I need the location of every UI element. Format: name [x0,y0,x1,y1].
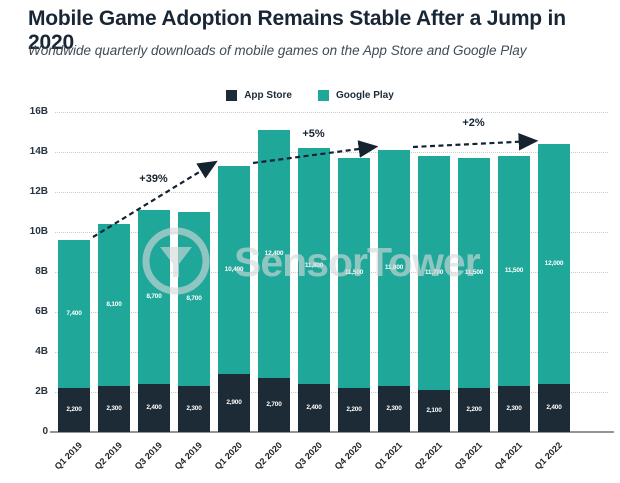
app-store-segment: 2,100 [418,390,450,432]
x-axis-tick: Q1 2022 [532,440,565,472]
app-store-value-label: 2,300 [186,405,202,412]
x-axis-tick: Q2 2019 [92,440,125,472]
y-axis-tick-12B: 12B [29,186,48,197]
app-store-value-label: 2,900 [226,399,242,406]
gridline-8B [55,272,608,273]
legend: App Store Google Play [0,90,620,101]
legend-item-google-play: Google Play [317,90,394,101]
x-axis-tick: Q2 2020 [252,440,285,472]
app-store-value-label: 2,200 [466,406,482,413]
google-play-segment: 8,700 [138,210,170,384]
gridline-10B [55,232,608,233]
growth-annotation-+2%: +2% [462,117,485,129]
google-play-segment: 11,500 [498,156,530,386]
app-store-swatch-icon [226,90,238,101]
app-store-segment: 2,400 [138,384,170,432]
x-axis-line [50,431,614,433]
app-store-segment: 2,400 [298,384,330,432]
gridline-14B [55,152,608,153]
google-play-value-label: 11,800 [304,262,324,269]
page-subtitle: Worldwide quarterly downloads of mobile … [28,43,527,58]
x-axis-tick: Q1 2019 [52,440,85,472]
y-axis-tick-0: 0 [42,426,48,437]
google-play-value-label: 11,500 [464,269,484,276]
google-play-value-label: 12,000 [544,260,564,267]
google-play-swatch-icon [317,90,329,101]
google-play-value-label: 8,100 [106,301,122,308]
app-store-value-label: 2,400 [306,404,322,411]
google-play-value-label: 11,800 [384,264,404,271]
google-play-segment: 12,400 [258,130,290,378]
google-play-segment: 11,800 [378,150,410,386]
legend-label: App Store [244,90,292,101]
y-axis-tick-10B: 10B [29,226,48,237]
x-axis-tick: Q4 2020 [332,440,365,472]
app-store-segment: 2,300 [98,386,130,432]
app-store-segment: 2,900 [218,374,250,432]
google-play-value-label: 11,700 [424,269,444,276]
app-store-value-label: 2,300 [506,405,522,412]
x-axis-tick: Q1 2021 [372,440,405,472]
google-play-value-label: 8,700 [146,293,162,300]
growth-annotation-+5%: +5% [302,128,325,140]
app-store-segment: 2,200 [58,388,90,432]
y-axis-tick-2B: 2B [35,386,48,397]
app-store-segment: 2,300 [498,386,530,432]
app-store-segment: 2,200 [338,388,370,432]
x-axis-tick: Q3 2020 [292,440,325,472]
google-play-segment: 8,100 [98,224,130,386]
google-play-segment: 11,700 [418,156,450,390]
gridline-4B [55,352,608,353]
gridline-12B [55,192,608,193]
app-store-value-label: 2,300 [106,405,122,412]
google-play-value-label: 11,500 [504,267,524,274]
legend-label: Google Play [335,90,394,101]
y-axis-tick-16B: 16B [29,106,48,117]
app-store-value-label: 2,200 [66,406,82,413]
google-play-segment: 11,500 [458,158,490,388]
y-axis-tick-8B: 8B [35,266,48,277]
google-play-segment: 11,500 [338,158,370,388]
app-store-value-label: 2,100 [426,407,442,414]
app-store-value-label: 2,400 [546,404,562,411]
x-axis-tick: Q3 2021 [452,440,485,472]
app-store-value-label: 2,300 [386,405,402,412]
y-axis-tick-6B: 6B [35,306,48,317]
google-play-value-label: 10,400 [224,266,244,273]
x-axis-tick: Q2 2021 [412,440,445,472]
app-store-segment: 2,300 [178,386,210,432]
legend-item-app-store: App Store [226,90,292,101]
gridline-2B [55,392,608,393]
google-play-value-label: 12,400 [264,250,284,257]
app-store-value-label: 2,200 [346,406,362,413]
app-store-value-label: 2,700 [266,401,282,408]
google-play-segment: 7,400 [58,240,90,388]
y-axis-tick-14B: 14B [29,146,48,157]
google-play-segment: 8,700 [178,212,210,386]
google-play-value-label: 8,700 [186,295,202,302]
gridline-16B [55,112,608,113]
google-play-segment: 12,000 [538,144,570,384]
app-store-segment: 2,400 [538,384,570,432]
app-store-segment: 2,200 [458,388,490,432]
app-store-value-label: 2,400 [146,404,162,411]
x-axis-tick: Q1 2020 [212,440,245,472]
x-axis-tick: Q4 2019 [172,440,205,472]
y-axis-tick-4B: 4B [35,346,48,357]
page-title: Mobile Game Adoption Remains Stable Afte… [28,7,566,54]
growth-annotation-+39%: +39% [139,173,168,185]
google-play-value-label: 11,500 [344,269,364,276]
gridline-6B [55,312,608,313]
google-play-segment: 10,400 [218,166,250,374]
google-play-segment: 11,800 [298,148,330,384]
google-play-value-label: 7,400 [66,310,82,317]
x-axis-tick: Q4 2021 [492,440,525,472]
app-store-segment: 2,700 [258,378,290,432]
x-axis-tick: Q3 2019 [132,440,165,472]
app-store-segment: 2,300 [378,386,410,432]
